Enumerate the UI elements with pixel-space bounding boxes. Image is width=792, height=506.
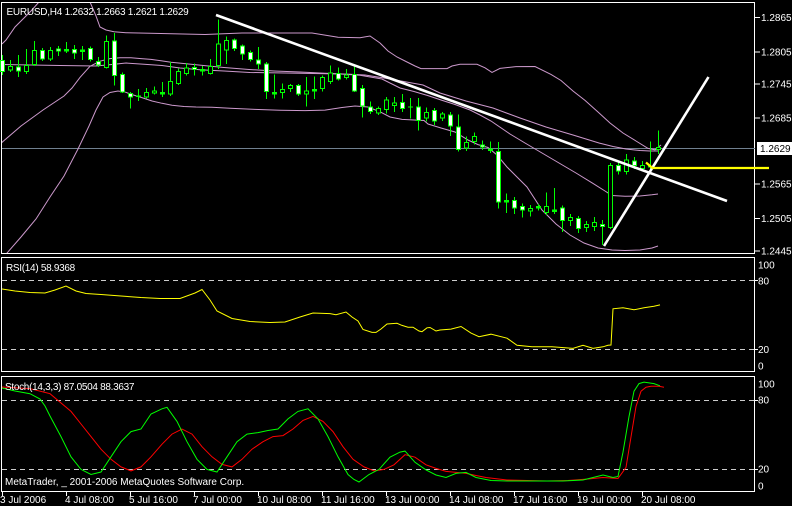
svg-text:17 Jul 16:00: 17 Jul 16:00 <box>513 495 568 506</box>
svg-text:20 Jul 08:00: 20 Jul 08:00 <box>641 495 696 506</box>
svg-text:11 Jul 16:00: 11 Jul 16:00 <box>321 495 375 506</box>
svg-text:5 Jul 16:00: 5 Jul 16:00 <box>129 495 178 506</box>
svg-text:1.2565: 1.2565 <box>761 180 792 191</box>
svg-text:1.2685: 1.2685 <box>761 114 792 125</box>
svg-text:100: 100 <box>758 261 775 272</box>
svg-text:1.2745: 1.2745 <box>761 80 792 91</box>
svg-text:RSI(14) 58.9368: RSI(14) 58.9368 <box>6 263 76 274</box>
svg-text:13 Jul 00:00: 13 Jul 00:00 <box>385 495 440 506</box>
svg-text:7 Jul 00:00: 7 Jul 00:00 <box>193 495 242 506</box>
svg-text:1.2865: 1.2865 <box>761 13 792 24</box>
svg-text:Stoch(14,3,3) 87.0504 88.3637: Stoch(14,3,3) 87.0504 88.3637 <box>5 382 135 393</box>
svg-text:1.2445: 1.2445 <box>761 246 792 257</box>
svg-text:0: 0 <box>758 482 764 493</box>
svg-text:14 Jul 08:00: 14 Jul 08:00 <box>449 495 504 506</box>
svg-text:3 Jul 2006: 3 Jul 2006 <box>0 495 47 506</box>
svg-text:1.2505: 1.2505 <box>761 214 792 225</box>
svg-text:20: 20 <box>758 345 770 356</box>
svg-text:80: 80 <box>758 277 770 288</box>
svg-text:4 Jul 08:00: 4 Jul 08:00 <box>65 495 114 506</box>
svg-text:1.2629: 1.2629 <box>760 144 791 155</box>
svg-text:20: 20 <box>758 465 770 476</box>
svg-text:EURUSD,H4 1.2632 1.2663 1.262: EURUSD,H4 1.2632 1.2663 1.2621 1.2629 <box>7 7 190 18</box>
svg-text:19 Jul 00:00: 19 Jul 00:00 <box>577 495 632 506</box>
svg-text:0: 0 <box>758 362 764 373</box>
svg-text:MetaTrader, _ 2001-2006 MetaQu: MetaTrader, _ 2001-2006 MetaQuotes Softw… <box>5 477 244 488</box>
svg-text:80: 80 <box>758 396 770 407</box>
svg-text:100: 100 <box>758 380 775 391</box>
svg-text:1.2805: 1.2805 <box>761 48 792 59</box>
svg-text:10 Jul 08:00: 10 Jul 08:00 <box>257 495 312 506</box>
